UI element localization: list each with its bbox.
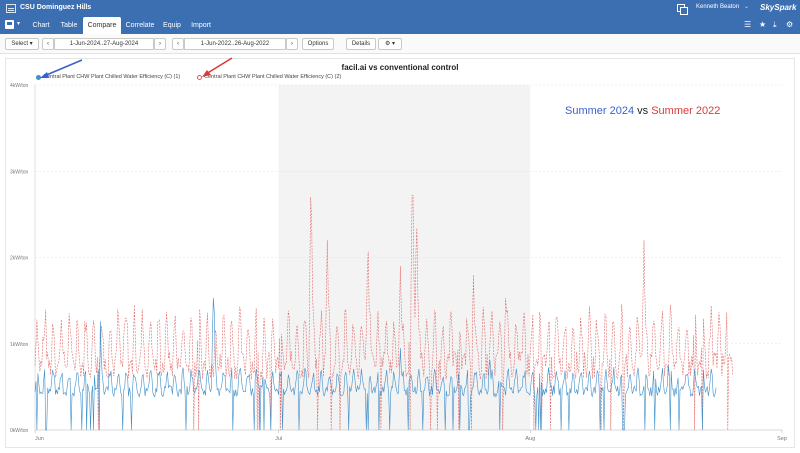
prev-range-1-button[interactable]: ‹	[42, 38, 54, 50]
legend-label-series-1: Central Plant CHW Plant Chilled Water Ef…	[43, 74, 181, 80]
x-tick-label: Sep	[777, 436, 787, 442]
tab-equip[interactable]: Equip	[163, 22, 181, 29]
date-range-2[interactable]: 1-Jun-2022..26-Aug-2022	[184, 38, 286, 50]
tab-import[interactable]: Import	[191, 22, 211, 29]
list-icon[interactable]: ☰	[744, 20, 752, 29]
download-icon[interactable]: ⤓	[773, 20, 777, 29]
series-1-line	[34, 297, 717, 431]
next-range-1-button[interactable]: ›	[154, 38, 166, 50]
chevron-down-icon[interactable]: ▾	[17, 21, 21, 27]
prev-range-2-button[interactable]: ‹	[172, 38, 184, 50]
brand-logo: SkySpark	[760, 3, 797, 12]
y-tick-label: 1kW/ton	[10, 342, 29, 348]
tab-bar: ▾ Chart Table Compare Correlate Equip Im…	[0, 17, 800, 34]
legend-dot-series-2	[197, 75, 202, 80]
annotation-arrow-red	[202, 57, 233, 77]
annotation-part-vs: vs	[634, 105, 652, 117]
y-tick-label: 3kW/ton	[10, 169, 29, 175]
summer-comparison-annotation: Summer 2024 vs Summer 2022	[565, 105, 720, 117]
view-menu-icon[interactable]	[5, 20, 14, 29]
toolbar: Select ▾ ‹ 1-Jun-2024..27-Aug-2024 › ‹ 1…	[0, 34, 800, 54]
user-name[interactable]: Kenneth Beaton	[696, 4, 740, 10]
x-tick-label: Jun	[35, 436, 44, 442]
select-label: Select	[11, 41, 28, 47]
chevron-down-icon[interactable]: ⌄	[744, 4, 750, 10]
next-range-2-button[interactable]: ›	[286, 38, 298, 50]
view-settings-button[interactable]: ⚙ ▾	[378, 38, 402, 50]
x-tick-label: Jul	[275, 436, 282, 442]
tab-compare[interactable]: Compare	[83, 17, 121, 34]
settings-icon[interactable]: ⚙	[786, 20, 794, 29]
star-icon[interactable]: ★	[759, 20, 767, 29]
site-title[interactable]: CSU Dominguez Hills	[20, 4, 92, 11]
app-header: CSU Dominguez Hills ⌄ Kenneth Beaton ⌄ S…	[0, 0, 800, 34]
legend-label-series-2: Central Plant CHW Plant Chilled Water Ef…	[204, 74, 342, 80]
tab-correlate[interactable]: Correlate	[125, 22, 155, 29]
tab-table[interactable]: Table	[60, 22, 78, 29]
options-button[interactable]: Options	[302, 38, 334, 50]
details-button[interactable]: Details	[346, 38, 376, 50]
annotation-part-2024: Summer 2024	[565, 105, 635, 117]
series-2-line	[34, 195, 733, 431]
legend-dot-series-1	[36, 75, 41, 80]
tab-chart[interactable]: Chart	[32, 22, 50, 29]
copy-icon[interactable]	[677, 4, 688, 15]
date-range-1[interactable]: 1-Jun-2024..27-Aug-2024	[54, 38, 154, 50]
chart-title: facil.ai vs conventional control	[341, 63, 459, 72]
annotation-part-2022: Summer 2022	[651, 105, 721, 117]
chevron-down-icon[interactable]: ⌄	[80, 4, 86, 11]
gear-icon: ⚙	[384, 41, 391, 47]
y-tick-label: 4kW/ton	[10, 83, 29, 89]
y-tick-label: 2kW/ton	[10, 256, 29, 262]
select-button[interactable]: Select ▾	[5, 38, 39, 50]
x-tick-label: Aug	[525, 436, 535, 442]
annotation-arrow-blue	[40, 59, 83, 78]
app-menu-icon[interactable]	[6, 4, 16, 13]
title-row: CSU Dominguez Hills ⌄ Kenneth Beaton ⌄ S…	[0, 0, 800, 17]
y-tick-label: 0kW/ton	[10, 428, 29, 434]
